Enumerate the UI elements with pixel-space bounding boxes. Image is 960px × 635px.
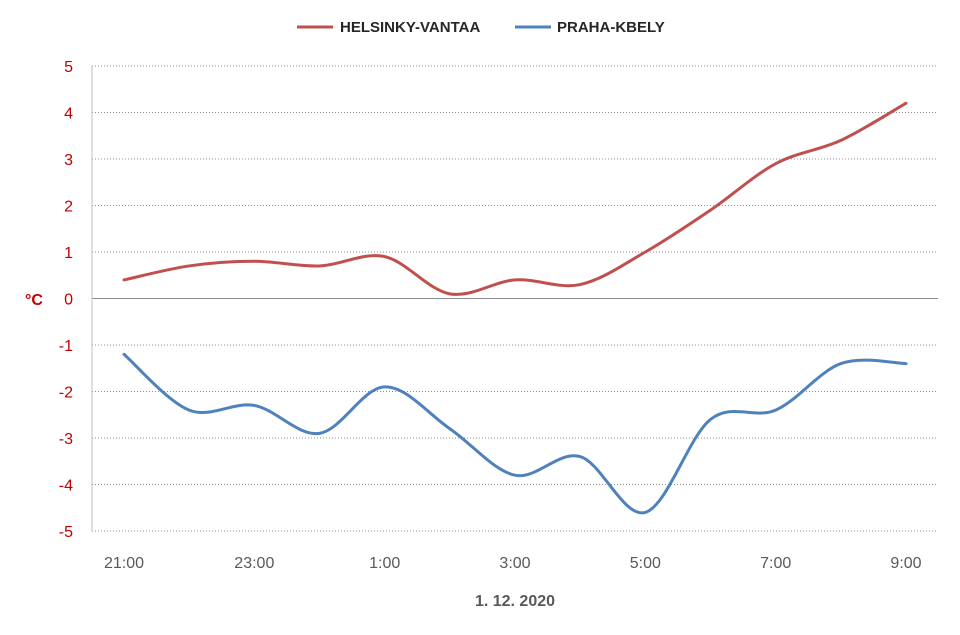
x-axis-ticks: 21:00 23:00 1:00 3:00 5:00 7:00 9:00 bbox=[104, 555, 922, 572]
gridlines bbox=[91, 65, 938, 532]
y-tick-label: -4 bbox=[59, 478, 73, 495]
y-tick-label: -3 bbox=[59, 431, 73, 448]
legend-label-1: HELSINKY-VANTAA bbox=[340, 19, 480, 36]
series-line-2 bbox=[122, 352, 908, 515]
y-tick-label: 1 bbox=[64, 245, 73, 262]
y-tick-label: -5 bbox=[59, 524, 73, 541]
x-tick-label: 3:00 bbox=[499, 555, 530, 572]
series-line-1 bbox=[122, 101, 908, 296]
y-axis-label: °C bbox=[25, 292, 43, 309]
y-tick-label: 3 bbox=[64, 152, 73, 169]
x-tick-label: 23:00 bbox=[234, 555, 274, 572]
y-tick-label: -2 bbox=[59, 385, 73, 402]
y-tick-label: 2 bbox=[64, 199, 73, 216]
y-tick-label: 0 bbox=[64, 292, 73, 309]
x-tick-label: 9:00 bbox=[890, 555, 921, 572]
y-tick-label: -1 bbox=[59, 338, 73, 355]
x-tick-label: 5:00 bbox=[630, 555, 661, 572]
series-lines bbox=[122, 101, 908, 515]
legend-label-2: PRAHA-KBELY bbox=[557, 19, 665, 36]
x-tick-label: 7:00 bbox=[760, 555, 791, 572]
y-tick-label: 4 bbox=[64, 106, 73, 123]
x-axis-label: 1. 12. 2020 bbox=[475, 593, 555, 610]
y-axis-ticks: 5 4 3 2 1 0 -1 -2 -3 -4 -5 bbox=[59, 59, 73, 541]
y-tick-label: 5 bbox=[64, 59, 73, 76]
x-tick-label: 1:00 bbox=[369, 555, 400, 572]
legend: HELSINKY-VANTAA PRAHA-KBELY bbox=[297, 19, 665, 36]
x-tick-label: 21:00 bbox=[104, 555, 144, 572]
